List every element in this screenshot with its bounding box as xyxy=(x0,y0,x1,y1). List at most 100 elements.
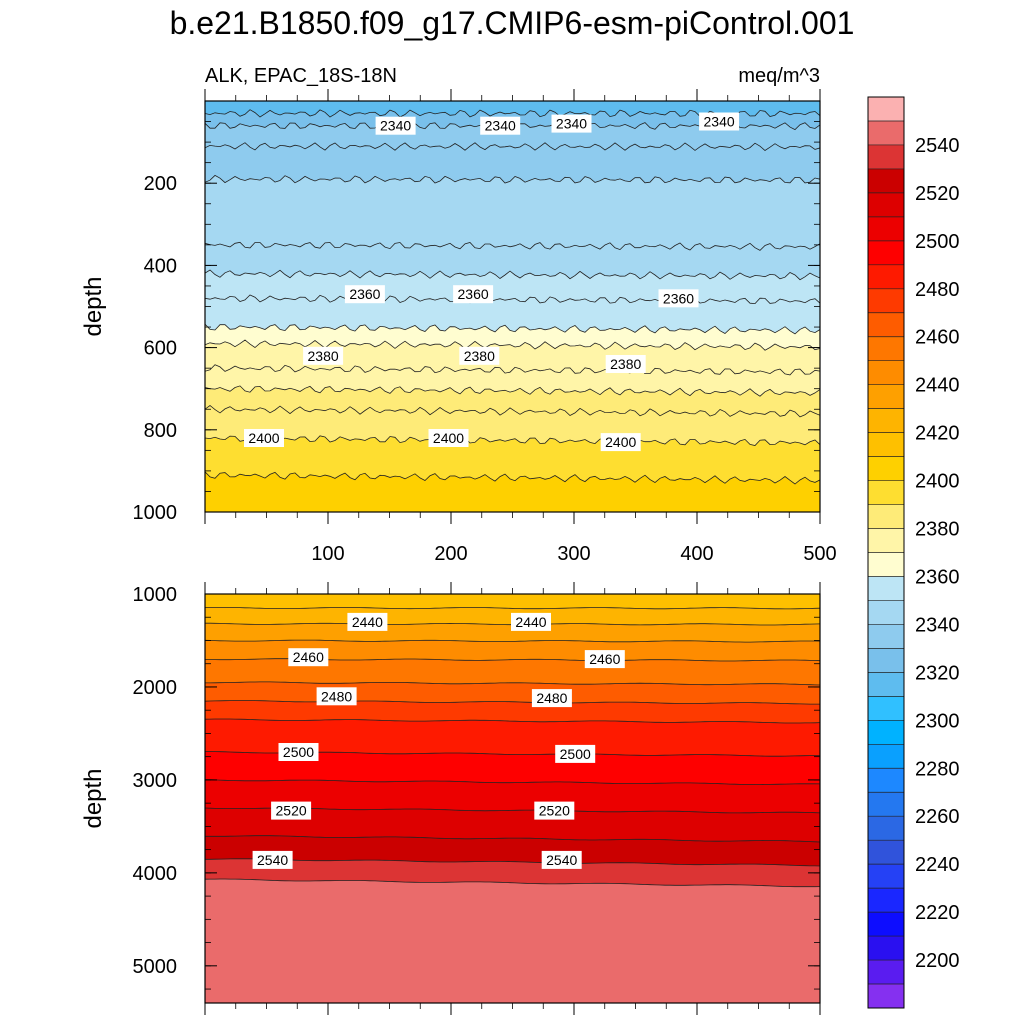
contour-line xyxy=(205,434,820,446)
contour-label-box xyxy=(699,112,740,131)
colorbar-label: 2380 xyxy=(915,519,960,541)
colorbar-label: 2320 xyxy=(915,662,960,684)
y-tick-label: 400 xyxy=(144,255,177,277)
contour-label-text: 2400 xyxy=(248,430,279,446)
units-label: meq/m^3 xyxy=(738,65,820,87)
contour-line xyxy=(205,323,820,335)
contour-label: 2520 xyxy=(534,801,575,820)
colorbar-label: 2200 xyxy=(915,950,960,972)
contour-label: 2520 xyxy=(271,801,312,820)
colorbar-swatch xyxy=(868,192,904,218)
x-tick-label: 300 xyxy=(557,543,590,565)
contour-label: 2400 xyxy=(244,429,284,447)
colorbar-label: 2280 xyxy=(915,758,960,780)
contour-label-text: 2440 xyxy=(352,614,383,630)
contour-label-text: 2500 xyxy=(560,746,591,762)
y-tick-label: 1000 xyxy=(133,502,178,524)
colorbar-swatch xyxy=(868,624,904,649)
colorbar-swatch xyxy=(868,288,904,314)
contour-label-box xyxy=(428,429,469,447)
y-axis-label: depth xyxy=(80,276,107,336)
colorbar-swatch xyxy=(868,168,904,194)
colorbar-swatch xyxy=(868,97,904,122)
colorbar-label: 2420 xyxy=(915,423,960,445)
contour-line xyxy=(205,858,820,867)
contour-label: 2440 xyxy=(347,612,388,631)
contour-line xyxy=(205,835,820,843)
lower-panel: 2440 2440 2460 2460 2480 2480 2500 2500 2520 2520… xyxy=(80,582,821,1015)
contour-line xyxy=(205,471,820,485)
contour-label-text: 2340 xyxy=(704,114,735,130)
contour-label: 2480 xyxy=(316,687,357,706)
contour-label: 2340 xyxy=(375,116,416,135)
colorbar-swatch xyxy=(868,600,904,625)
colorbar-swatch xyxy=(868,504,904,529)
contour-label: 2500 xyxy=(555,744,596,763)
contour-label-box xyxy=(453,285,494,304)
contour-band xyxy=(205,879,820,1003)
contour-label-box xyxy=(278,743,319,761)
colorbar-swatch xyxy=(868,912,904,937)
contour-label: 2460 xyxy=(584,650,625,669)
colorbar-swatch xyxy=(868,576,904,601)
contour-label-box xyxy=(541,850,582,869)
contour-label: 2380 xyxy=(605,355,646,373)
contour-line xyxy=(205,681,820,686)
colorbar-swatch xyxy=(868,696,904,721)
colorbar-swatch xyxy=(868,240,904,266)
contour-label: 2540 xyxy=(541,850,582,869)
contour-label-text: 2540 xyxy=(257,852,288,868)
contour-label: 2340 xyxy=(699,112,740,131)
contour-label-box xyxy=(605,355,646,373)
colorbar-swatch xyxy=(868,264,904,290)
contour-line xyxy=(205,294,820,305)
contour-field xyxy=(205,101,820,512)
y-tick-label: 200 xyxy=(144,173,177,195)
colorbar-swatch xyxy=(868,144,904,170)
contour-label-box xyxy=(271,801,312,820)
contour-label-text: 2360 xyxy=(458,286,489,302)
colorbar-swatch xyxy=(868,528,904,553)
colorbar-swatch xyxy=(868,384,904,410)
y-tick-label: 2000 xyxy=(133,677,178,699)
contour-label-box xyxy=(303,346,344,365)
colorbar-swatch xyxy=(868,840,904,865)
contour-label-text: 2440 xyxy=(515,614,546,630)
contour-label-box xyxy=(316,687,357,706)
contour-label-text: 2360 xyxy=(663,290,694,306)
colorbar-swatch xyxy=(868,936,904,961)
contour-line xyxy=(205,404,820,418)
contour-label-text: 2520 xyxy=(276,803,307,819)
colorbar-swatch xyxy=(868,408,904,434)
colorbar-swatch xyxy=(868,480,904,505)
contour-label-text: 2540 xyxy=(546,852,577,868)
contour-label: 2440 xyxy=(511,612,551,631)
contour-label-text: 2380 xyxy=(610,356,641,372)
contour-label-box xyxy=(347,612,388,631)
y-tick-label: 4000 xyxy=(133,863,178,885)
colorbar-swatch xyxy=(868,648,904,673)
contour-label-box xyxy=(459,346,500,365)
contour-label-text: 2460 xyxy=(589,651,620,667)
colorbar-label: 2240 xyxy=(915,854,960,876)
colorbar-swatch xyxy=(868,792,904,817)
contour-line xyxy=(205,269,820,281)
x-tick-label: 100 xyxy=(311,543,344,565)
colorbar-label: 2460 xyxy=(915,327,960,349)
contour-label: 2400 xyxy=(600,433,641,452)
contour-line xyxy=(205,385,820,397)
colorbar-swatch xyxy=(868,672,904,697)
contour-label: 2340 xyxy=(551,114,592,133)
colorbar-swatch xyxy=(868,120,904,146)
contour-label-text: 2480 xyxy=(536,690,567,706)
colorbar-label: 2340 xyxy=(915,614,960,636)
contour-label-box xyxy=(375,116,416,135)
contour-line xyxy=(205,364,820,376)
colorbar-swatch xyxy=(868,432,904,458)
colorbar-swatch xyxy=(868,984,904,1009)
variable-region-label: ALK, EPAC_18S-18N xyxy=(205,65,397,87)
contour-label: 2340 xyxy=(480,116,521,135)
contour-label-box xyxy=(288,648,329,667)
colorbar-swatch xyxy=(868,552,904,577)
